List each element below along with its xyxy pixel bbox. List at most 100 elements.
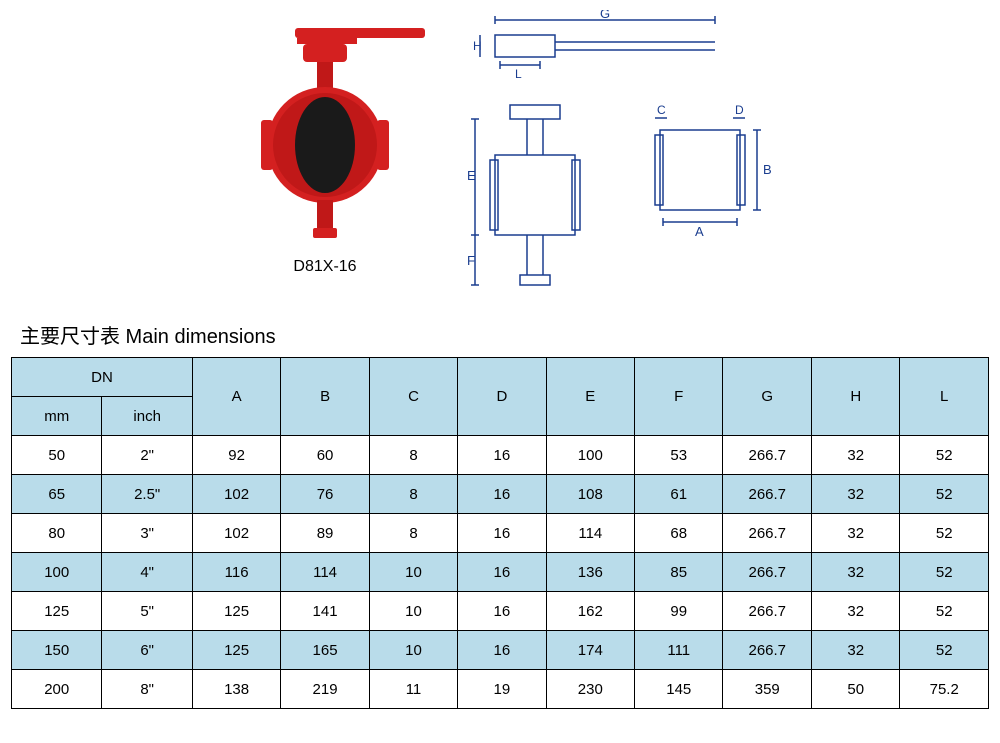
cell-value: 100 [546, 436, 634, 475]
cell-mm: 200 [12, 670, 102, 709]
table-row: 652.5"1027681610861266.73252 [12, 475, 989, 514]
cell-value: 52 [900, 475, 989, 514]
cell-value: 230 [546, 670, 634, 709]
header-C: C [369, 358, 457, 436]
cell-value: 145 [635, 670, 723, 709]
cell-value: 16 [458, 592, 546, 631]
cell-value: 16 [458, 553, 546, 592]
cell-value: 266.7 [723, 631, 812, 670]
cell-value: 19 [458, 670, 546, 709]
cell-value: 52 [900, 553, 989, 592]
cell-value: 219 [281, 670, 369, 709]
cell-value: 16 [458, 475, 546, 514]
cell-inch: 6" [102, 631, 192, 670]
cell-value: 114 [546, 514, 634, 553]
header-E: E [546, 358, 634, 436]
cell-value: 60 [281, 436, 369, 475]
table-row: 2008"13821911192301453595075.2 [12, 670, 989, 709]
drawing-top-view: G H L [465, 10, 725, 90]
cell-mm: 50 [12, 436, 102, 475]
cell-value: 16 [458, 436, 546, 475]
cell-value: 32 [812, 436, 900, 475]
table-body: 502"926081610053266.73252652.5"102768161… [12, 436, 989, 709]
cell-mm: 80 [12, 514, 102, 553]
cell-inch: 5" [102, 592, 192, 631]
cell-value: 102 [192, 514, 280, 553]
cell-value: 16 [458, 514, 546, 553]
cell-value: 165 [281, 631, 369, 670]
valve-photo [225, 10, 425, 250]
drawing-side-view: C D B A [635, 100, 775, 260]
cell-value: 125 [192, 592, 280, 631]
cell-value: 92 [192, 436, 280, 475]
table-row: 803"1028981611468266.73252 [12, 514, 989, 553]
header-L: L [900, 358, 989, 436]
cell-mm: 125 [12, 592, 102, 631]
cell-value: 75.2 [900, 670, 989, 709]
cell-value: 11 [369, 670, 457, 709]
cell-value: 116 [192, 553, 280, 592]
cell-value: 53 [635, 436, 723, 475]
header-A: A [192, 358, 280, 436]
cell-value: 136 [546, 553, 634, 592]
product-image-block: D81X-16 [225, 10, 425, 276]
svg-text:D: D [735, 103, 744, 117]
header-H: H [812, 358, 900, 436]
cell-value: 32 [812, 475, 900, 514]
cell-value: 111 [635, 631, 723, 670]
cell-value: 10 [369, 553, 457, 592]
cell-value: 359 [723, 670, 812, 709]
cell-value: 16 [458, 631, 546, 670]
svg-text:E: E [467, 168, 476, 183]
cell-value: 50 [812, 670, 900, 709]
header-G: G [723, 358, 812, 436]
header-mm: mm [12, 397, 102, 436]
svg-text:B: B [763, 162, 772, 177]
technical-drawings: G H L [465, 10, 775, 300]
cell-value: 76 [281, 475, 369, 514]
table-row: 1004"116114101613685266.73252 [12, 553, 989, 592]
cell-value: 85 [635, 553, 723, 592]
cell-value: 32 [812, 631, 900, 670]
cell-inch: 2.5" [102, 475, 192, 514]
cell-value: 89 [281, 514, 369, 553]
cell-value: 52 [900, 436, 989, 475]
cell-value: 52 [900, 592, 989, 631]
table-row: 502"926081610053266.73252 [12, 436, 989, 475]
cell-inch: 4" [102, 553, 192, 592]
svg-text:L: L [515, 67, 522, 81]
cell-mm: 150 [12, 631, 102, 670]
header-dn: DN [12, 358, 193, 397]
header-D: D [458, 358, 546, 436]
header-B: B [281, 358, 369, 436]
drawing-front-view: E F [465, 100, 605, 300]
cell-value: 68 [635, 514, 723, 553]
header-F: F [635, 358, 723, 436]
cell-value: 52 [900, 631, 989, 670]
section-title: 主要尺寸表 Main dimensions [20, 320, 990, 349]
cell-inch: 2" [102, 436, 192, 475]
svg-text:H: H [473, 39, 482, 53]
cell-value: 8 [369, 475, 457, 514]
cell-value: 174 [546, 631, 634, 670]
cell-value: 114 [281, 553, 369, 592]
cell-value: 8 [369, 436, 457, 475]
cell-value: 32 [812, 553, 900, 592]
cell-value: 108 [546, 475, 634, 514]
cell-value: 10 [369, 631, 457, 670]
svg-text:G: G [600, 10, 610, 21]
cell-value: 266.7 [723, 553, 812, 592]
cell-value: 61 [635, 475, 723, 514]
cell-value: 266.7 [723, 436, 812, 475]
cell-value: 102 [192, 475, 280, 514]
cell-value: 32 [812, 592, 900, 631]
cell-mm: 100 [12, 553, 102, 592]
header-inch: inch [102, 397, 192, 436]
svg-text:C: C [657, 103, 666, 117]
product-model-label: D81X-16 [293, 258, 356, 276]
dimensions-table: DN A B C D E F G H L mm inch 502"9260816… [11, 357, 989, 709]
cell-value: 162 [546, 592, 634, 631]
svg-text:A: A [695, 224, 704, 239]
cell-value: 125 [192, 631, 280, 670]
cell-value: 266.7 [723, 592, 812, 631]
